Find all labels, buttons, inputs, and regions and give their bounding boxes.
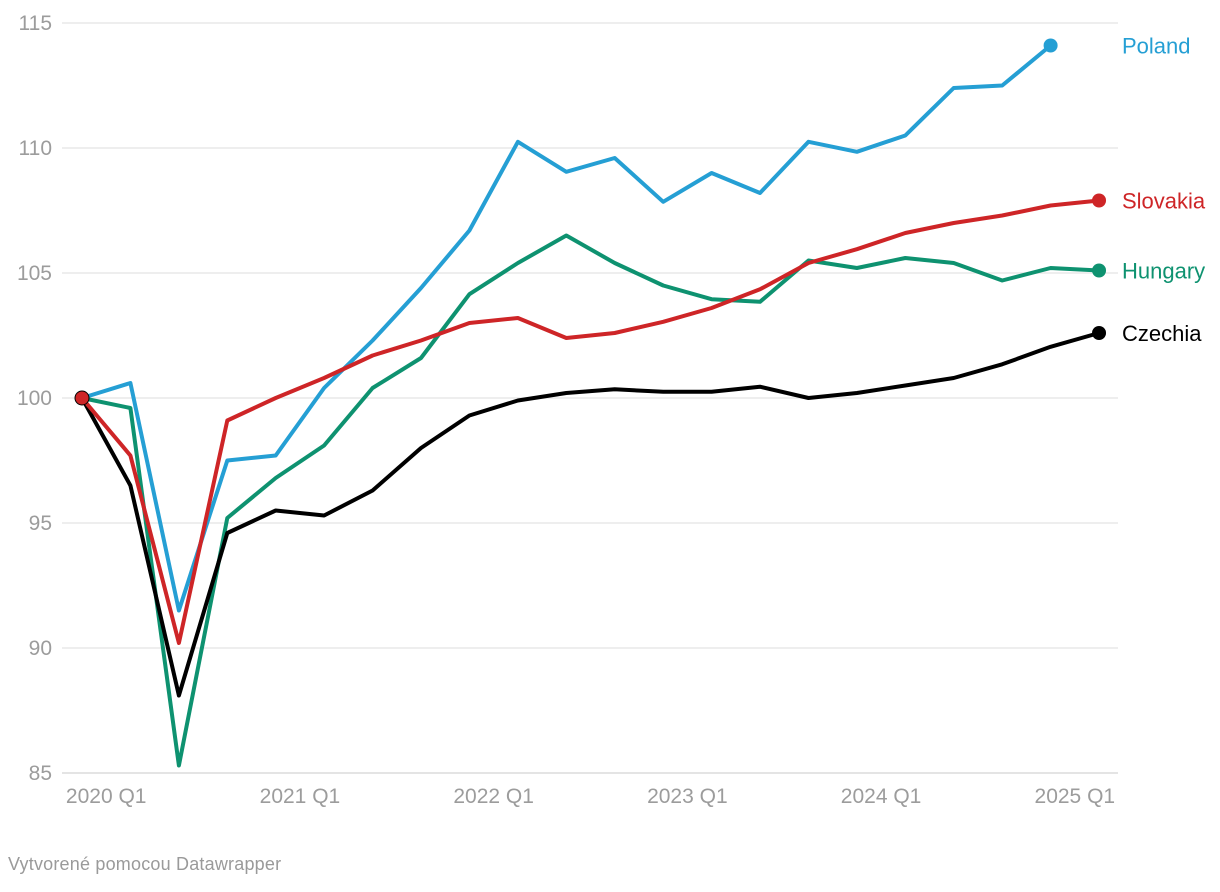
x-tick-label: 2024 Q1 (841, 785, 922, 808)
datawrapper-credit: Vytvorené pomocou Datawrapper (8, 854, 282, 874)
series-end-dot-poland (1043, 38, 1058, 53)
series-line-czechia (80, 331, 1101, 698)
y-tick-label: 115 (19, 12, 52, 35)
series-end-dot-slovakia (1092, 193, 1107, 208)
series-end-dot-hungary (1092, 263, 1107, 278)
y-tick-label: 95 (29, 512, 52, 535)
x-tick-label: 2022 Q1 (453, 785, 534, 808)
y-tick-label: 90 (29, 637, 52, 660)
series-label-hungary: Hungary (1122, 259, 1205, 284)
y-tick-label: 85 (29, 762, 52, 785)
y-tick-label: 100 (17, 387, 52, 410)
y-tick-label: 110 (19, 137, 52, 160)
x-tick-label: 2021 Q1 (260, 785, 341, 808)
y-tick-label: 105 (17, 262, 52, 285)
series-label-czechia: Czechia (1122, 321, 1202, 346)
series-start-dot (75, 391, 89, 405)
series-line-slovakia (80, 198, 1101, 645)
series-label-poland: Poland (1122, 34, 1191, 59)
series-line-poland (80, 43, 1053, 613)
series-line-hungary (80, 233, 1101, 768)
x-tick-label: 2025 Q1 (1035, 785, 1116, 808)
x-tick-label: 2023 Q1 (647, 785, 728, 808)
series-end-dot-czechia (1092, 326, 1107, 340)
x-tick-label: 2020 Q1 (66, 785, 147, 808)
series-label-slovakia: Slovakia (1122, 189, 1206, 214)
